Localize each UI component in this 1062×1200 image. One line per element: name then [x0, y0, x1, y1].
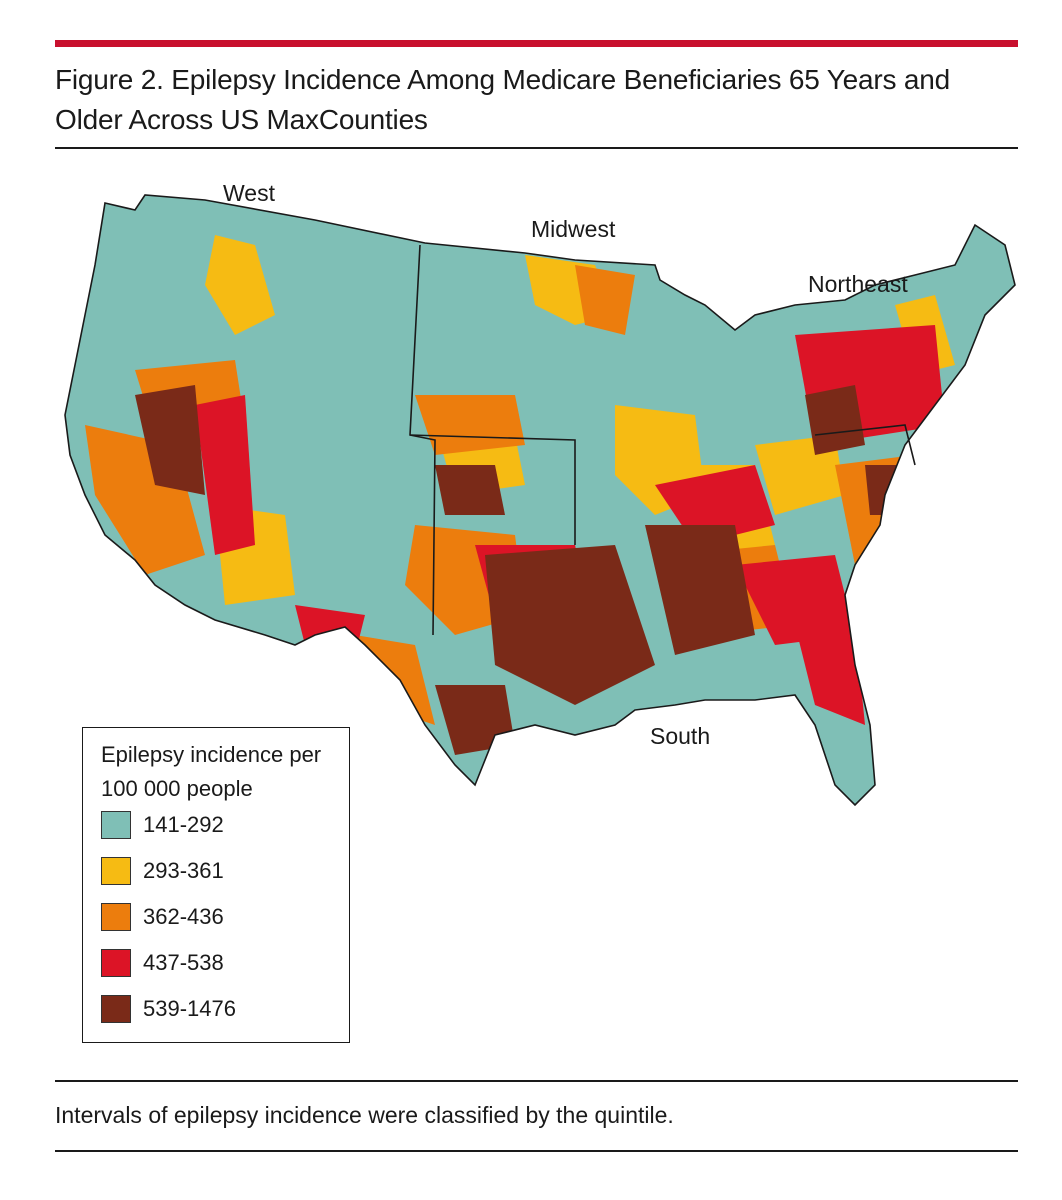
figure-title: Figure 2. Epilepsy Incidence Among Medic…	[55, 64, 950, 135]
legend-swatch	[101, 811, 131, 839]
legend-item: 141-292	[101, 808, 224, 842]
region-label-northeast: Northeast	[808, 271, 908, 297]
legend-item: 362-436	[101, 900, 224, 934]
legend-swatch	[101, 903, 131, 931]
legend-swatch	[101, 857, 131, 885]
legend-item: 293-361	[101, 854, 224, 888]
title-accent-rule	[55, 40, 1018, 47]
region-label-west: West	[223, 180, 276, 206]
region-label-south: South	[650, 723, 710, 749]
legend-item: 539-1476	[101, 992, 236, 1026]
figure-caption: Intervals of epilepsy incidence were cla…	[55, 1102, 674, 1128]
map-legend: Epilepsy incidence per 100 000 people 14…	[82, 727, 350, 1043]
map-svg: West Midwest Northeast South	[64, 180, 1016, 806]
legend-label: 293-361	[143, 858, 224, 883]
legend-title: Epilepsy incidence per 100 000 people	[101, 742, 322, 801]
legend-label: 437-538	[143, 950, 224, 975]
region-label-midwest: Midwest	[531, 216, 616, 242]
title-divider	[55, 147, 1018, 149]
legend-item: 437-538	[101, 946, 224, 980]
legend-label: 362-436	[143, 904, 224, 929]
legend-label: 539-1476	[143, 996, 236, 1021]
region-boundaries	[409, 244, 916, 636]
legend-swatch	[101, 949, 131, 977]
legend-label: 141-292	[143, 812, 224, 837]
caption-bottom-divider	[55, 1150, 1018, 1152]
us-choropleth-map: West Midwest Northeast South	[55, 165, 1018, 1065]
legend-swatch	[101, 995, 131, 1023]
caption-top-divider	[55, 1080, 1018, 1082]
